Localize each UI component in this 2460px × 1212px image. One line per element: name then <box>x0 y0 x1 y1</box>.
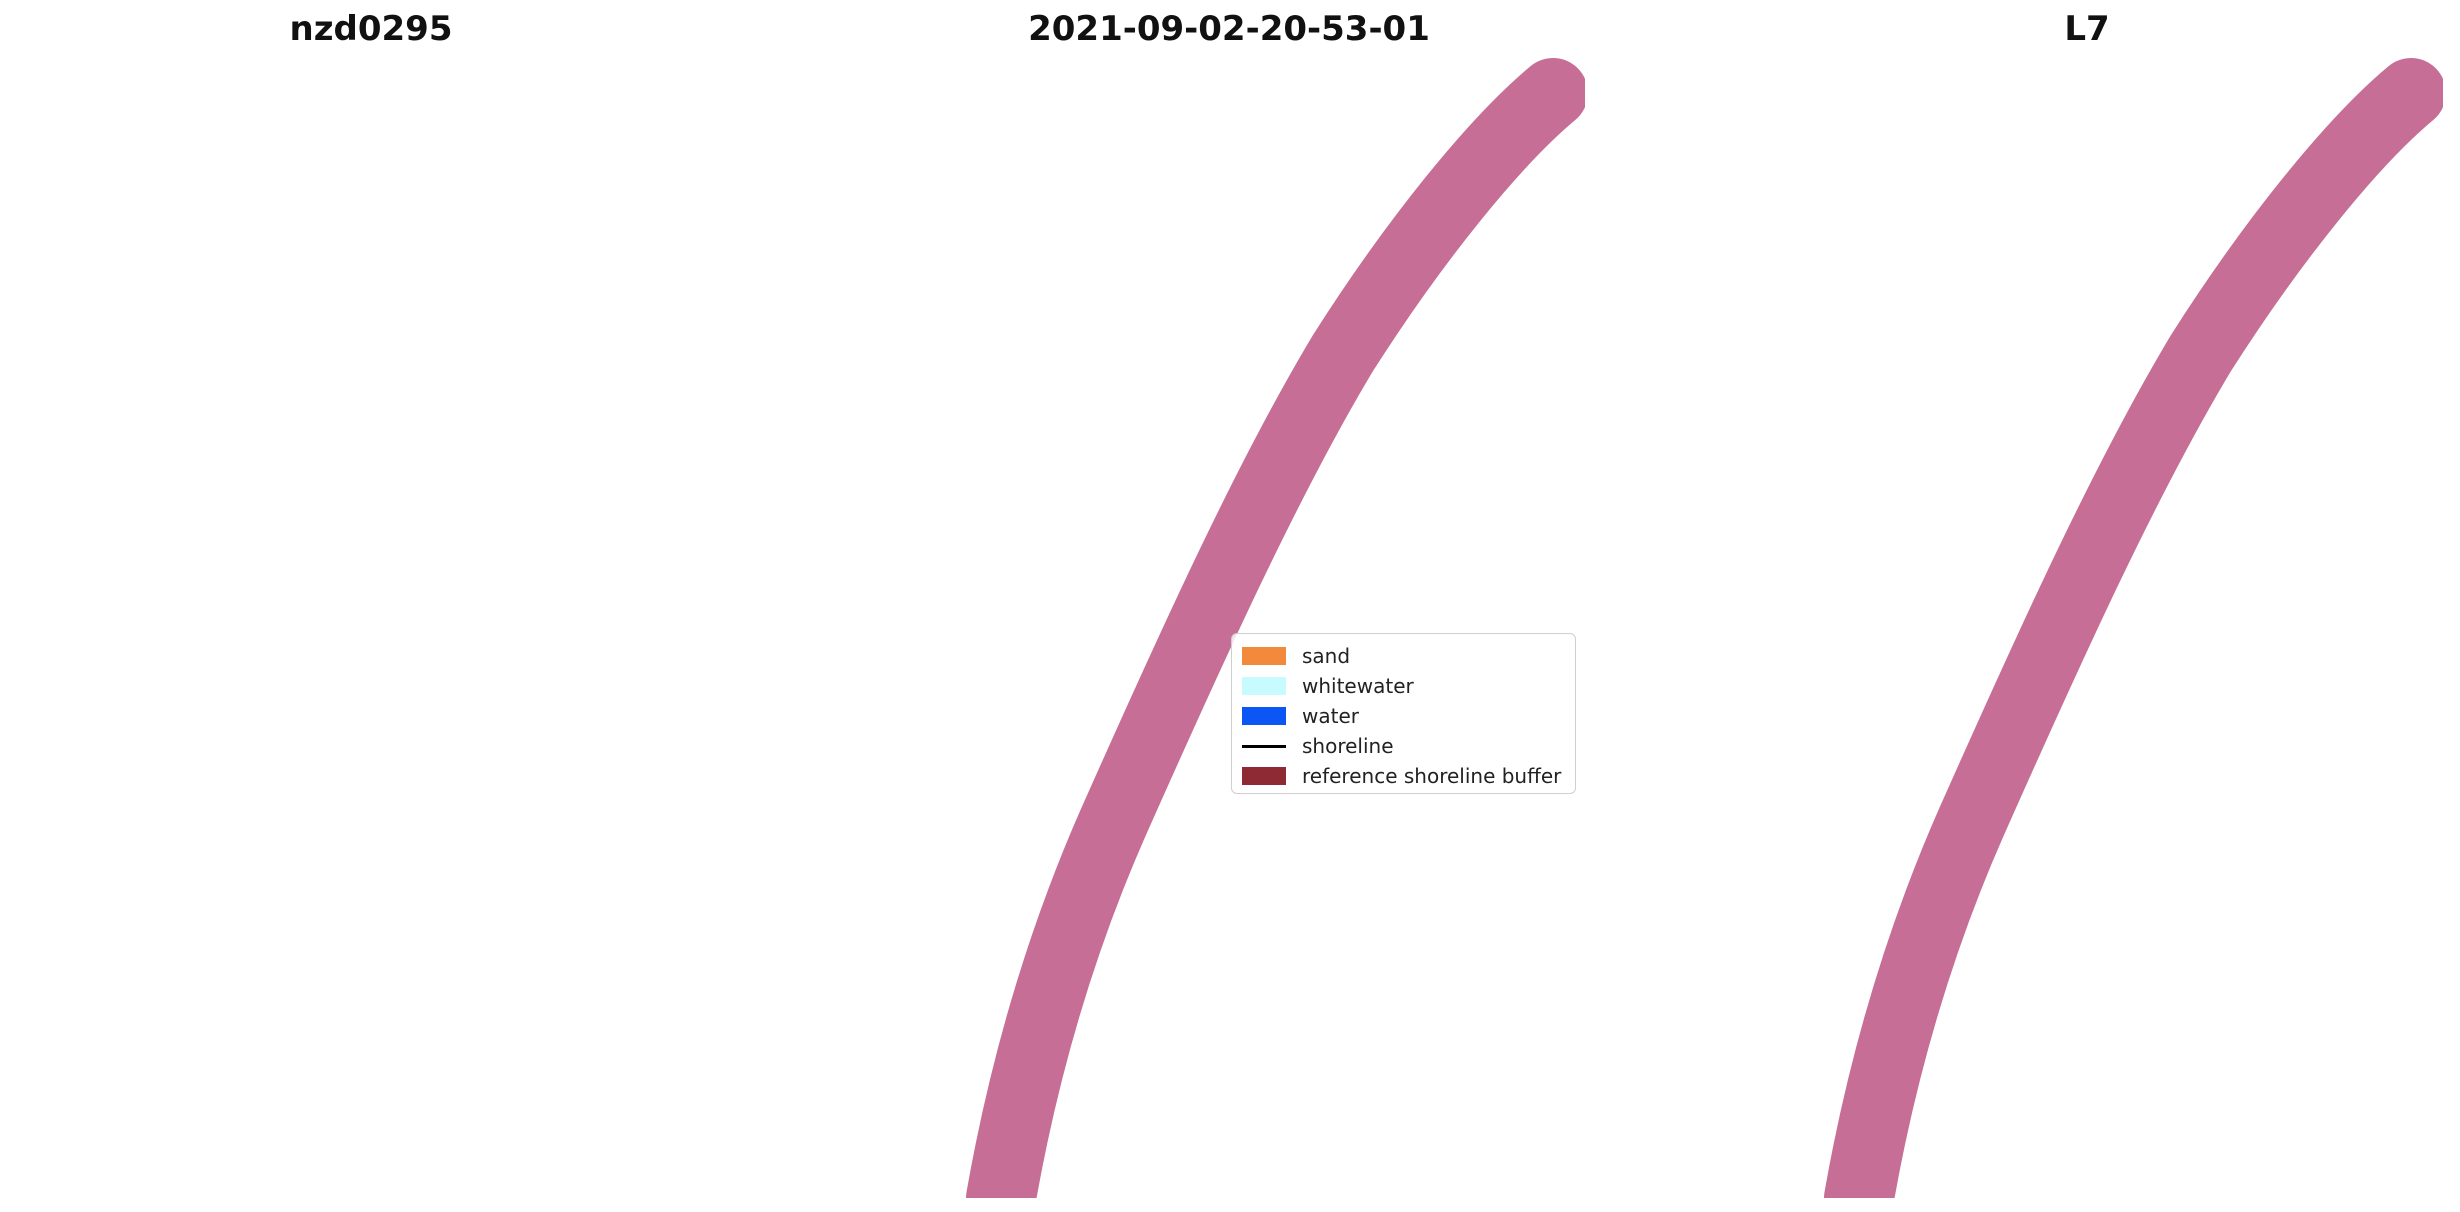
whitewater-swatch <box>1242 677 1286 695</box>
right-panel-title: L7 <box>2064 9 2110 49</box>
shoreline-line-swatch <box>1242 744 1286 748</box>
legend-label: shoreline <box>1302 734 1394 758</box>
rgb-satellite-image <box>15 53 727 1198</box>
legend: sand whitewater water shoreline referenc… <box>1231 633 1576 794</box>
legend-label: sand <box>1302 644 1351 668</box>
left-panel-title: nzd0295 <box>289 9 453 49</box>
legend-item-whitewater: whitewater <box>1242 671 1565 701</box>
classified-image <box>873 53 1585 1198</box>
buffer-swatch <box>1242 767 1286 785</box>
legend-label: reference shoreline buffer <box>1302 764 1562 788</box>
reference-shoreline-buffer <box>1824 58 2443 1198</box>
sand-swatch <box>1242 647 1286 665</box>
legend-item-water: water <box>1242 701 1565 731</box>
water-swatch <box>1242 707 1286 725</box>
legend-label: water <box>1302 704 1359 728</box>
index-image <box>1731 53 2443 1198</box>
middle-panel-title: 2021-09-02-20-53-01 <box>1028 9 1430 49</box>
reference-shoreline-buffer <box>966 58 1585 1198</box>
legend-item-sand: sand <box>1242 641 1565 671</box>
legend-item-buffer: reference shoreline buffer <box>1242 761 1565 791</box>
legend-label: whitewater <box>1302 674 1414 698</box>
legend-item-shoreline: shoreline <box>1242 731 1565 761</box>
